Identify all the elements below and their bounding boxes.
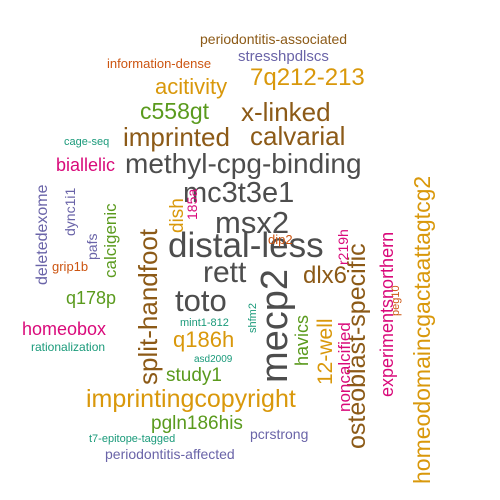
word-cloud-word: information-dense: [107, 56, 212, 71]
word-cloud-word: dlx6: [303, 262, 348, 289]
word-cloud-word: 185a: [184, 188, 200, 220]
word-cloud-word: c558gt: [140, 98, 210, 124]
word-cloud-word: peg10: [390, 285, 402, 316]
word-cloud-word: distal-less: [168, 226, 324, 265]
word-cloud-word: t7-epitope-tagged: [89, 433, 176, 445]
word-cloud-word: mc3t3e1: [183, 177, 295, 209]
word-cloud-word: imprinted: [123, 122, 230, 152]
word-cloud-word: noncalcified: [335, 322, 354, 412]
word-cloud-word: rationalization: [31, 340, 106, 354]
word-cloud-word: r219h: [335, 229, 351, 265]
word-cloud-word: q186h: [173, 327, 235, 352]
word-cloud-word: calcigenic: [101, 203, 120, 278]
word-cloud-word: split-handfoot: [133, 228, 163, 385]
word-cloud-word: biallelic: [56, 155, 116, 175]
word-cloud-word: havics: [292, 314, 312, 366]
word-cloud-word: q178p: [66, 288, 117, 308]
word-cloud-word: asd2009: [194, 354, 233, 365]
word-cloud-word: study1: [166, 365, 222, 386]
word-cloud-word: pafs: [84, 233, 100, 260]
word-cloud-word: dip2: [268, 232, 293, 247]
word-cloud-word: homeodomaincgactaattagtcg2: [409, 175, 435, 484]
word-cloud-word: periodontitis-affected: [105, 446, 235, 462]
word-cloud-word: calvarial: [250, 121, 346, 151]
word-cloud-word: periodontitis-associated: [200, 31, 348, 47]
word-cloud-word: dync1i1: [62, 187, 78, 236]
word-cloud-word: mint1-812: [180, 317, 229, 329]
word-cloud-word: grip1b: [52, 259, 89, 274]
word-cloud-word: mecp2: [254, 268, 296, 383]
word-cloud-word: methyl-cpg-binding: [125, 148, 362, 179]
word-cloud-word: 7q212-213: [250, 64, 365, 91]
word-cloud-word: acitivity: [155, 74, 228, 99]
word-cloud-word: shfm2: [247, 303, 259, 333]
word-cloud-word: pgln186his: [151, 413, 243, 434]
word-cloud-word: stresshpdlscs: [238, 48, 329, 65]
word-cloud-word: homeobox: [22, 319, 107, 339]
word-cloud-word: msx2: [215, 205, 290, 240]
word-cloud-word: cage-seq: [64, 136, 110, 148]
word-cloud-word: 12-well: [314, 318, 337, 385]
word-cloud-word: deletedexome: [34, 184, 51, 285]
word-cloud-word: imprintingcopyright: [86, 385, 296, 413]
word-cloud-word: pcrstrong: [250, 426, 309, 442]
word-cloud-word: toto: [175, 283, 227, 318]
word-cloud-word: rett: [203, 256, 247, 289]
word-cloud-word: x-linked: [241, 97, 331, 127]
